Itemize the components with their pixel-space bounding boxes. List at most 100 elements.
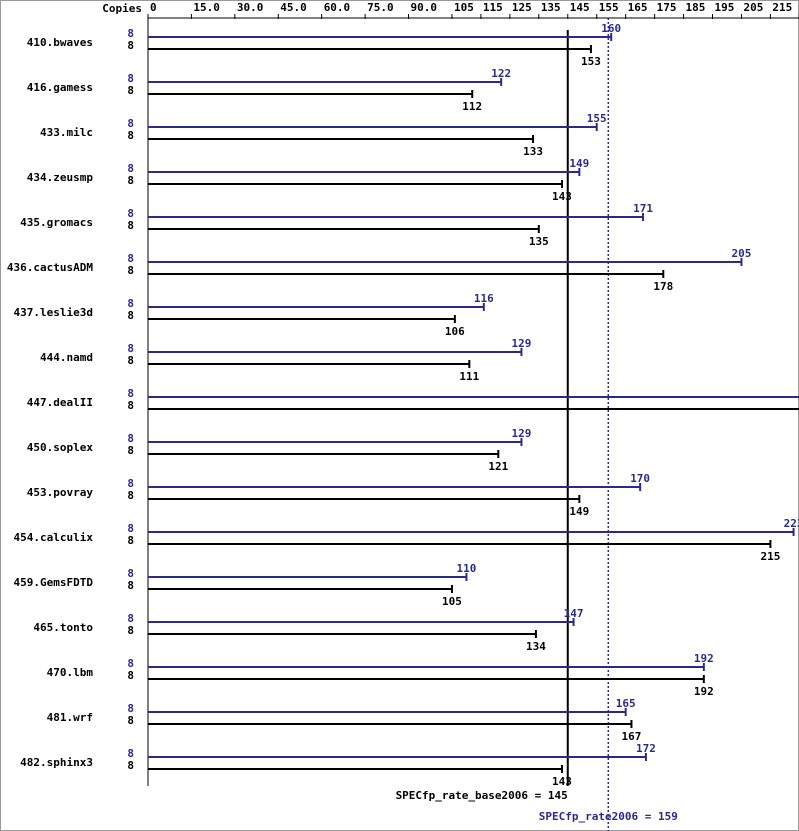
value-label: 110	[457, 562, 477, 575]
x-tick-label: 105	[454, 1, 474, 14]
value-label: 165	[616, 697, 636, 710]
category-label: 454.calculix	[14, 531, 94, 544]
value-label: 178	[653, 280, 673, 293]
copies-header: Copies	[102, 2, 142, 15]
value-label: 215	[760, 550, 780, 563]
x-tick-label: 15.0	[193, 1, 220, 14]
category-label: 465.tonto	[33, 621, 93, 634]
value-label: 105	[442, 595, 462, 608]
value-label: 106	[445, 325, 465, 338]
copies-label: 8	[127, 27, 134, 40]
copies-label: 8	[127, 702, 134, 715]
x-tick-label: 195	[715, 1, 735, 14]
value-label: 129	[512, 337, 532, 350]
copies-label: 8	[127, 207, 134, 220]
value-label: 149	[569, 157, 589, 170]
copies-label: 8	[127, 399, 134, 412]
copies-label: 8	[127, 219, 134, 232]
value-label: 167	[622, 730, 642, 743]
category-label: 481.wrf	[47, 711, 93, 724]
reference-label: SPECfp_rate_base2006 = 145	[396, 789, 568, 802]
x-tick-label: 0	[150, 1, 157, 14]
value-label: 122	[491, 67, 511, 80]
copies-label: 8	[127, 714, 134, 727]
value-label: 172	[636, 742, 656, 755]
copies-label: 8	[127, 759, 134, 772]
value-label: 192	[694, 685, 714, 698]
category-label: 459.GemsFDTD	[14, 576, 94, 589]
x-tick-label: 205	[743, 1, 763, 14]
x-tick-label: 45.0	[280, 1, 307, 14]
copies-label: 8	[127, 174, 134, 187]
value-label: 155	[587, 112, 607, 125]
category-label: 453.povray	[27, 486, 94, 499]
copies-label: 8	[127, 117, 134, 130]
category-label: 436.cactusADM	[7, 261, 93, 274]
copies-label: 8	[127, 252, 134, 265]
x-tick-label: 75.0	[367, 1, 394, 14]
category-label: 470.lbm	[47, 666, 94, 679]
copies-label: 8	[127, 579, 134, 592]
value-label: 121	[488, 460, 508, 473]
value-label: 133	[523, 145, 543, 158]
category-label: 447.dealII	[27, 396, 93, 409]
x-tick-label: 155	[599, 1, 619, 14]
value-label: 149	[569, 505, 589, 518]
x-tick-label: 60.0	[324, 1, 351, 14]
category-label: 482.sphinx3	[20, 756, 93, 769]
value-label: 223	[784, 517, 799, 530]
copies-label: 8	[127, 522, 134, 535]
copies-label: 8	[127, 342, 134, 355]
copies-label: 8	[127, 669, 134, 682]
copies-label: 8	[127, 354, 134, 367]
x-tick-label: 125	[512, 1, 532, 14]
value-label: 129	[512, 427, 532, 440]
value-label: 205	[732, 247, 752, 260]
copies-label: 8	[127, 477, 134, 490]
x-tick-label: 215	[772, 1, 792, 14]
copies-label: 8	[127, 489, 134, 502]
x-tick-label: 145	[570, 1, 590, 14]
value-label: 160	[601, 22, 621, 35]
x-tick-label: 165	[628, 1, 648, 14]
copies-label: 8	[127, 162, 134, 175]
copies-label: 8	[127, 567, 134, 580]
value-label: 147	[564, 607, 584, 620]
category-label: 450.soplex	[27, 441, 94, 454]
value-label: 171	[633, 202, 653, 215]
x-tick-label: 135	[541, 1, 561, 14]
value-label: 135	[529, 235, 549, 248]
category-label: 416.gamess	[27, 81, 93, 94]
value-label: 111	[459, 370, 479, 383]
copies-label: 8	[127, 72, 134, 85]
value-label: 192	[694, 652, 714, 665]
copies-label: 8	[127, 129, 134, 142]
copies-label: 8	[127, 84, 134, 97]
copies-label: 8	[127, 297, 134, 310]
copies-label: 8	[127, 747, 134, 760]
copies-label: 8	[127, 264, 134, 277]
copies-label: 8	[127, 444, 134, 457]
copies-label: 8	[127, 534, 134, 547]
category-label: 433.milc	[40, 126, 93, 139]
copies-label: 8	[127, 387, 134, 400]
copies-label: 8	[127, 309, 134, 322]
reference-label: SPECfp_rate2006 = 159	[539, 810, 678, 823]
copies-label: 8	[127, 657, 134, 670]
category-label: 410.bwaves	[27, 36, 93, 49]
value-label: 112	[462, 100, 482, 113]
x-tick-label: 185	[686, 1, 706, 14]
value-label: 153	[581, 55, 601, 68]
x-tick-label: 115	[483, 1, 503, 14]
copies-label: 8	[127, 432, 134, 445]
copies-label: 8	[127, 612, 134, 625]
value-label: 116	[474, 292, 494, 305]
category-label: 437.leslie3d	[14, 306, 93, 319]
x-tick-label: 175	[657, 1, 677, 14]
value-label: 134	[526, 640, 546, 653]
value-label: 143	[552, 775, 572, 788]
x-tick-label: 90.0	[411, 1, 438, 14]
